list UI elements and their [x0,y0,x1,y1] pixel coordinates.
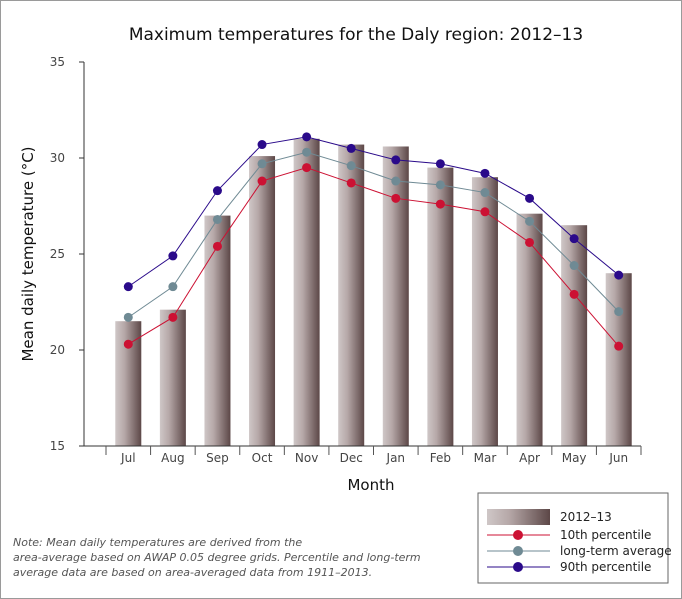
bar-may [561,225,588,446]
x-tick-label-jun: Jun [608,451,628,465]
y-tick-label-30: 30 [50,151,65,165]
x-tick-label-jan: Jan [386,451,406,465]
line-long-term-average [128,151,620,318]
x-tick-label-dec: Dec [340,451,363,465]
line-90th-percentile [128,136,620,288]
point-90th-percentile-dec [346,143,356,153]
point-90th-percentile-sep [212,186,222,196]
bar-jan [382,146,409,447]
chart-title: Maximum temperatures for the Daly region… [129,25,583,45]
note-line-3: average data are based on area-averaged … [13,566,373,579]
x-tick-label-nov: Nov [295,451,318,465]
bar-jun [605,273,632,446]
point-90th-percentile-mar [480,168,490,178]
y-tick-label-35: 35 [50,55,65,69]
x-tick-label-may: May [562,451,587,465]
point-long-term-average-sep [212,214,222,224]
legend-label-90th-percentile: 90th percentile [560,560,651,574]
x-axis-label: Month [347,476,394,494]
point-90th-percentile-feb [435,159,445,169]
legend-swatch-bars [487,509,550,525]
point-10th-percentile-jul [123,339,133,349]
bar-feb [427,167,454,446]
note-line-2: area-average based on AWAP 0.05 degree g… [13,551,421,564]
legend-label-long-term-average: long-term average [560,544,672,558]
note-line-1: Note: Mean daily temperatures are derive… [13,536,303,549]
point-90th-percentile-aug [168,251,178,261]
bar-aug [159,309,186,446]
x-tick-label-apr: Apr [519,451,540,465]
bar-sep [204,215,231,446]
point-90th-percentile-apr [525,193,535,203]
bar-apr [516,213,543,446]
legend-marker-10th-percentile [513,530,523,540]
point-long-term-average-oct [257,159,267,169]
point-long-term-average-jan [391,176,401,186]
point-10th-percentile-aug [168,312,178,322]
legend-marker-long-term-average [513,546,523,556]
point-long-term-average-feb [435,180,445,190]
bar-mar [471,177,498,446]
point-90th-percentile-jun [614,270,624,280]
point-10th-percentile-mar [480,207,490,217]
point-long-term-average-dec [346,161,356,171]
bar-nov [293,138,320,447]
point-10th-percentile-jan [391,193,401,203]
point-10th-percentile-jun [614,341,624,351]
point-90th-percentile-jul [123,282,133,292]
point-90th-percentile-may [569,234,579,244]
point-10th-percentile-may [569,289,579,299]
point-90th-percentile-nov [302,132,312,142]
point-10th-percentile-sep [212,241,222,251]
x-tick-label-mar: Mar [474,451,497,465]
point-10th-percentile-feb [435,199,445,209]
point-10th-percentile-apr [525,237,535,247]
chart-note: Note: Mean daily temperatures are derive… [13,535,433,580]
point-10th-percentile-dec [346,178,356,188]
x-tick-label-jul: Jul [120,451,135,465]
x-tick-label-sep: Sep [206,451,229,465]
legend-label-10th-percentile: 10th percentile [560,528,651,542]
point-long-term-average-may [569,261,579,271]
y-axis-label: Mean daily temperature (°C) [19,146,37,361]
point-long-term-average-aug [168,282,178,292]
y-tick-label-15: 15 [50,439,65,453]
legend-marker-90th-percentile [513,562,523,572]
y-tick-label-25: 25 [50,247,65,261]
point-long-term-average-apr [525,216,535,226]
bar-oct [249,156,276,446]
point-long-term-average-jun [614,307,624,317]
legend-box [477,492,669,584]
y-tick-label-20: 20 [50,343,65,357]
line-10th-percentile [128,167,620,347]
x-tick-label-aug: Aug [161,451,184,465]
point-long-term-average-nov [302,147,312,157]
point-90th-percentile-jan [391,155,401,165]
x-tick-label-feb: Feb [430,451,451,465]
point-90th-percentile-oct [257,140,267,150]
point-10th-percentile-oct [257,176,267,186]
point-10th-percentile-nov [302,163,312,173]
bar-dec [338,144,365,446]
legend-label-bars: 2012–13 [560,510,612,524]
point-long-term-average-mar [480,188,490,198]
point-long-term-average-jul [123,312,133,322]
x-tick-label-oct: Oct [252,451,273,465]
